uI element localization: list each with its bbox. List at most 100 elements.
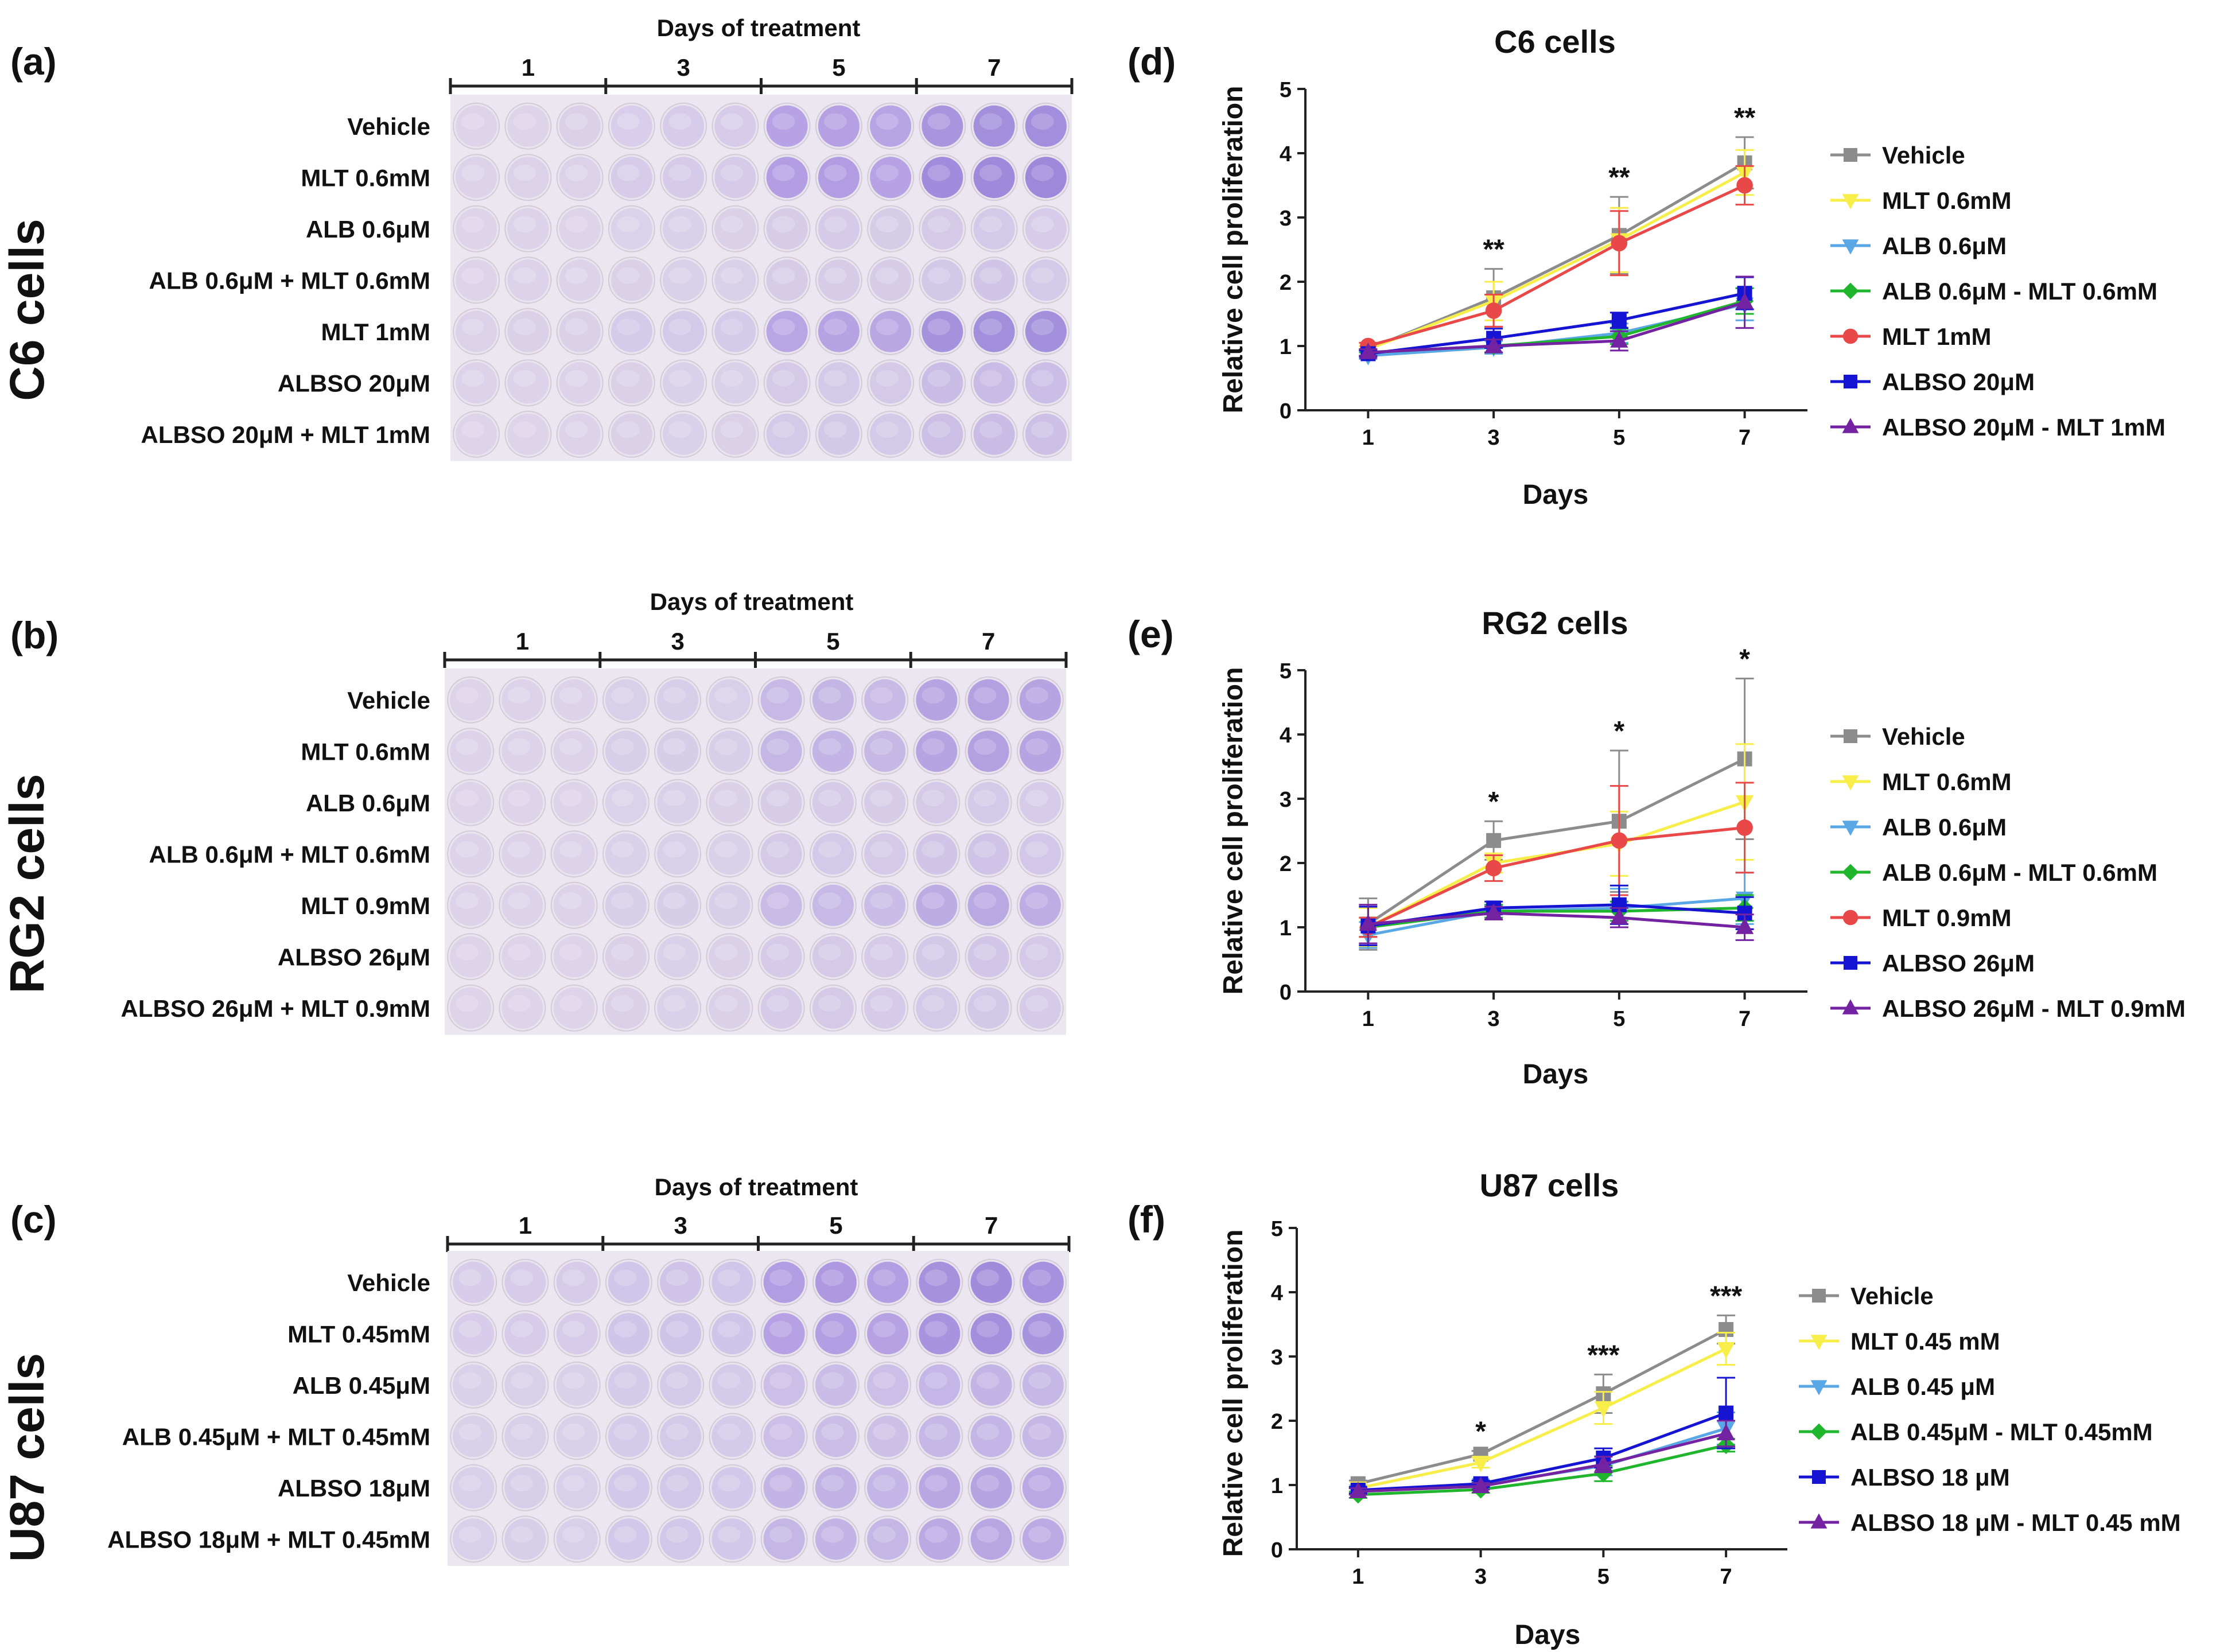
legend-marker <box>1844 375 1857 388</box>
well <box>553 936 595 978</box>
legend: Vehicle MLT 0.45 mM ALB 0.45 μM ALB 0.45μM … <box>1799 1282 2181 1536</box>
well <box>967 833 1009 875</box>
day-scale: 1 3 5 7 <box>446 1212 1071 1252</box>
well <box>970 1416 1012 1457</box>
well-highlight <box>769 1526 792 1543</box>
data-point <box>1718 1405 1734 1421</box>
well-highlight <box>976 1269 1000 1286</box>
well-highlight <box>766 995 790 1012</box>
well <box>922 208 963 250</box>
well-highlight <box>973 892 997 909</box>
well <box>818 105 860 147</box>
well <box>456 105 497 147</box>
well <box>553 987 595 1029</box>
well <box>456 157 497 199</box>
well-highlight <box>458 1423 481 1440</box>
well-highlight <box>766 790 790 807</box>
significance-marker: ** <box>1734 103 1756 133</box>
well-highlight <box>663 738 686 755</box>
legend-marker <box>1842 909 1858 926</box>
data-point <box>1472 1456 1490 1472</box>
well <box>450 782 492 823</box>
legend-item: MLT 0.45 mM <box>1799 1328 2000 1355</box>
well <box>507 157 549 199</box>
well <box>812 936 854 978</box>
well-highlight <box>824 164 847 181</box>
well-highlight <box>873 1475 896 1492</box>
series-line <box>1368 291 1745 355</box>
legend-label: ALB 0.6μM - MLT 0.6mM <box>1882 278 2157 305</box>
well <box>973 310 1015 352</box>
well-highlight <box>818 738 841 755</box>
well-highlight <box>1031 113 1054 130</box>
well-highlight <box>1025 892 1048 909</box>
well-highlight <box>1031 370 1054 387</box>
x-tick-label: 3 <box>1475 1565 1487 1589</box>
data-point <box>1594 1401 1612 1418</box>
well-highlight <box>1031 267 1054 284</box>
well <box>611 413 652 455</box>
well <box>605 987 647 1029</box>
well-highlight <box>562 1269 585 1286</box>
well-highlight <box>611 841 634 858</box>
well-highlight <box>1028 1372 1051 1389</box>
well <box>501 833 543 875</box>
treatment-row-label: ALB 0.6μM + MLT 0.6mM <box>149 841 431 868</box>
well-highlight <box>513 267 536 284</box>
well-highlight <box>510 1423 534 1440</box>
well <box>504 1261 546 1303</box>
legend-label: ALBSO 18 μM - MLT 0.45 mM <box>1850 1509 2181 1536</box>
legend-item: ALB 0.6μM <box>1830 232 2007 259</box>
well <box>970 1467 1012 1509</box>
well-highlight <box>717 1475 741 1492</box>
well <box>1019 679 1061 721</box>
well-highlight <box>717 1320 741 1338</box>
well-highlight <box>979 164 1002 181</box>
well <box>818 310 860 352</box>
day-label: 7 <box>985 1212 998 1239</box>
legend-item: MLT 1mM <box>1830 323 1992 350</box>
well-highlight <box>507 687 531 704</box>
well-highlight <box>614 1423 637 1440</box>
series-1 <box>1359 136 1754 357</box>
day-label: 3 <box>671 628 684 655</box>
well-highlight <box>769 1372 792 1389</box>
well <box>766 208 808 250</box>
cell-line-label: C6 cells <box>0 219 54 401</box>
legend-item: MLT 0.9mM <box>1830 904 2012 931</box>
panel-label: (b) <box>10 614 59 656</box>
well-highlight <box>876 421 899 438</box>
well <box>870 362 912 404</box>
x-tick-label: 5 <box>1613 1007 1625 1031</box>
well <box>611 362 652 404</box>
well <box>453 1261 495 1303</box>
well-highlight <box>559 790 582 807</box>
series-line <box>1367 826 1745 929</box>
well-highlight <box>663 995 686 1012</box>
y-tick-label: 0 <box>1280 399 1292 423</box>
well-highlight <box>976 1475 1000 1492</box>
y-tick-label: 2 <box>1280 852 1292 876</box>
well <box>663 259 705 301</box>
row-labels: Vehicle MLT 0.45mM ALB 0.45μM ALB 0.45μM + … <box>107 1269 430 1553</box>
legend-label: ALB 0.45 μM <box>1850 1373 1995 1400</box>
well-highlight <box>562 1526 585 1543</box>
well-highlight <box>617 421 640 438</box>
days-header: Days of treatment <box>655 1173 858 1200</box>
legend-marker <box>1842 328 1858 344</box>
well <box>812 782 854 823</box>
legend-item: Vehicle <box>1830 723 1965 750</box>
treatment-row-label: Vehicle <box>347 687 430 714</box>
well <box>663 310 705 352</box>
well <box>456 413 497 455</box>
series-6 <box>1348 1420 1736 1498</box>
y-tick-label: 5 <box>1271 1217 1283 1241</box>
legend-item: ALB 0.6μM - MLT 0.6mM <box>1830 278 2157 305</box>
well-highlight <box>714 995 738 1012</box>
well-highlight <box>766 943 790 961</box>
well <box>922 413 963 455</box>
well-highlight <box>818 687 841 704</box>
well <box>608 1364 650 1406</box>
well <box>1025 362 1067 404</box>
well <box>815 1261 857 1303</box>
